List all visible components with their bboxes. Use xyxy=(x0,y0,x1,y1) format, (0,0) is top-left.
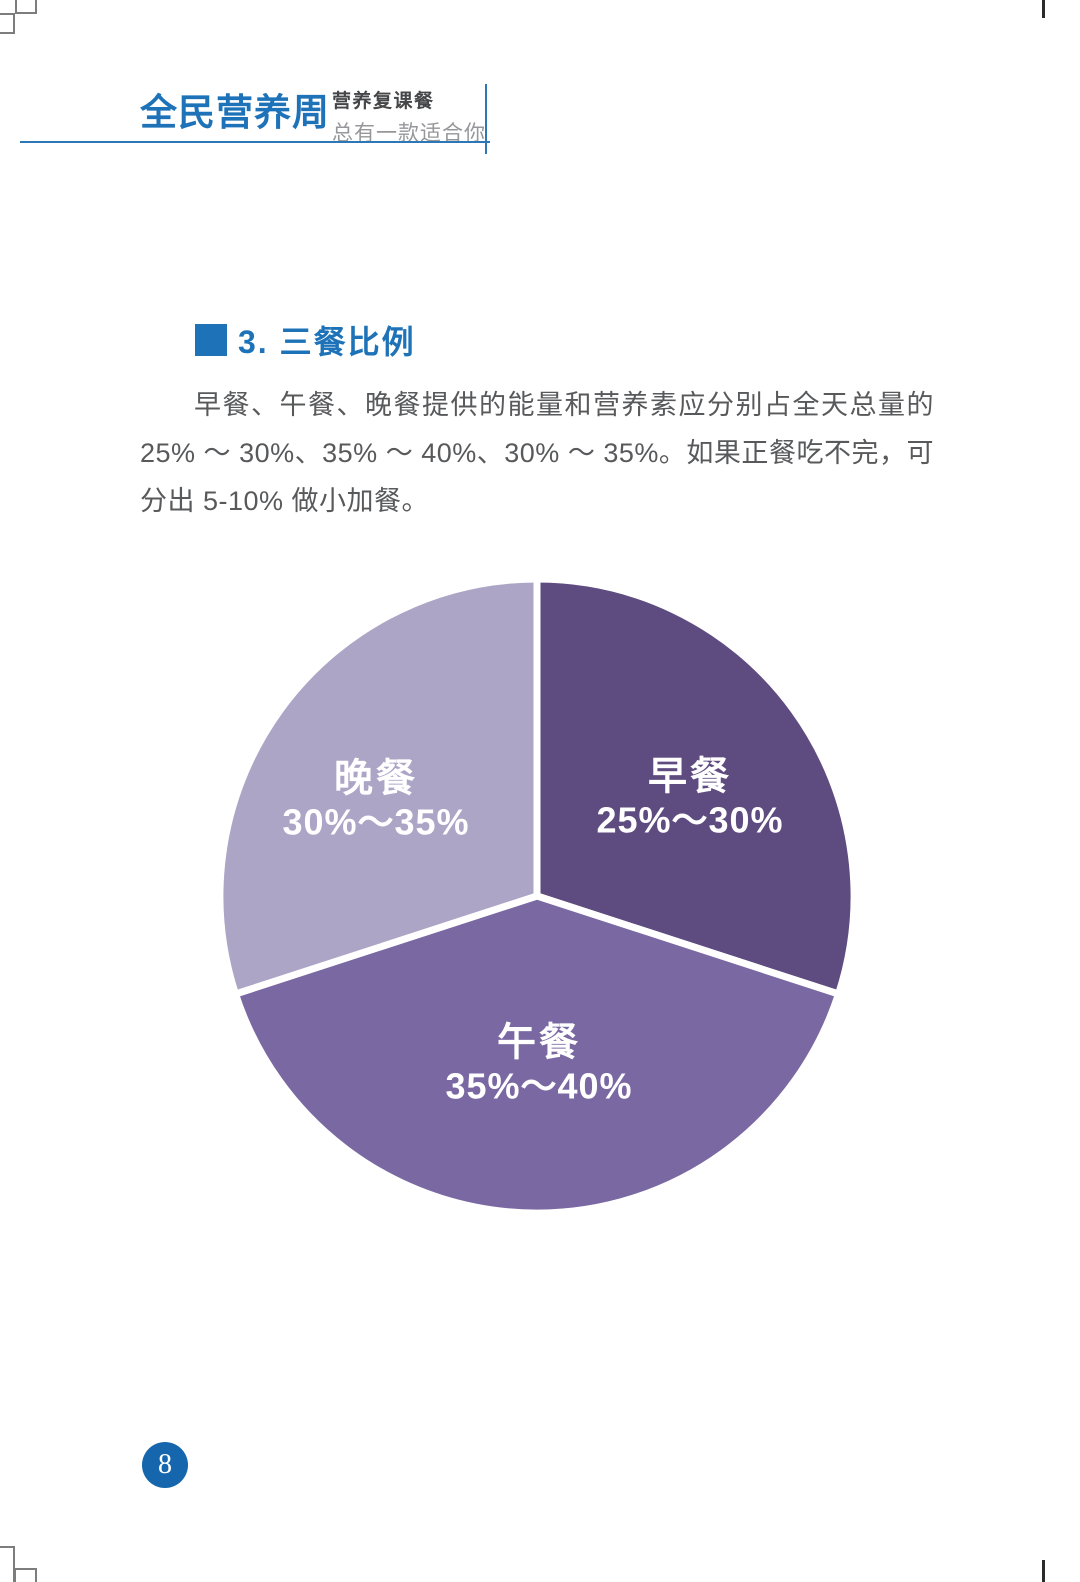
pie-label-breakfast: 早餐 25%～30% xyxy=(596,755,783,840)
pie-label-breakfast-range: 25%～30% xyxy=(596,799,784,841)
corner-decoration-top-left xyxy=(15,0,37,14)
header-tagline: 营养复课餐 总有一款适合你 xyxy=(332,86,486,147)
header-tagline-bottom: 总有一款适合你 xyxy=(332,122,486,145)
pie-slice xyxy=(216,575,541,998)
pie-chart-svg xyxy=(216,575,858,1217)
pie-slice xyxy=(232,892,842,1217)
corner-decoration-bottom-left xyxy=(14,1568,37,1582)
header-brand-title: 全民营养周 xyxy=(140,92,330,133)
pie-label-lunch-name: 午餐 xyxy=(496,1021,582,1065)
pie-label-lunch-range: 35%～40% xyxy=(445,1065,633,1107)
pie-label-dinner-range: 30%～35% xyxy=(282,801,470,843)
meal-ratio-pie-chart xyxy=(213,572,861,1220)
crop-mark-bottom-right xyxy=(1042,1560,1045,1582)
heading-square-bullet xyxy=(195,324,227,356)
header-horizontal-rule xyxy=(20,141,490,143)
page-number-badge: 8 xyxy=(142,1442,188,1488)
pie-label-dinner-name: 晚餐 xyxy=(333,757,419,801)
pie-label-dinner: 晚餐 30%～35% xyxy=(282,757,469,842)
header-vertical-rule xyxy=(485,84,487,154)
corner-decoration-top-left xyxy=(0,13,15,34)
corner-decoration-bottom-left xyxy=(0,1546,15,1582)
pie-label-lunch: 午餐 35%～40% xyxy=(445,1021,632,1106)
header-tagline-top: 营养复课餐 xyxy=(332,91,435,112)
section-heading: 3. 三餐比例 xyxy=(195,317,416,363)
pie-slice xyxy=(533,575,858,998)
pie-label-breakfast-name: 早餐 xyxy=(647,755,733,799)
crop-mark-top-right xyxy=(1042,0,1045,18)
body-paragraph: 早餐、午餐、晚餐提供的能量和营养素应分别占全天总量的25% ～ 30%、35% … xyxy=(140,390,934,516)
section-title: 3. 三餐比例 xyxy=(238,324,416,360)
